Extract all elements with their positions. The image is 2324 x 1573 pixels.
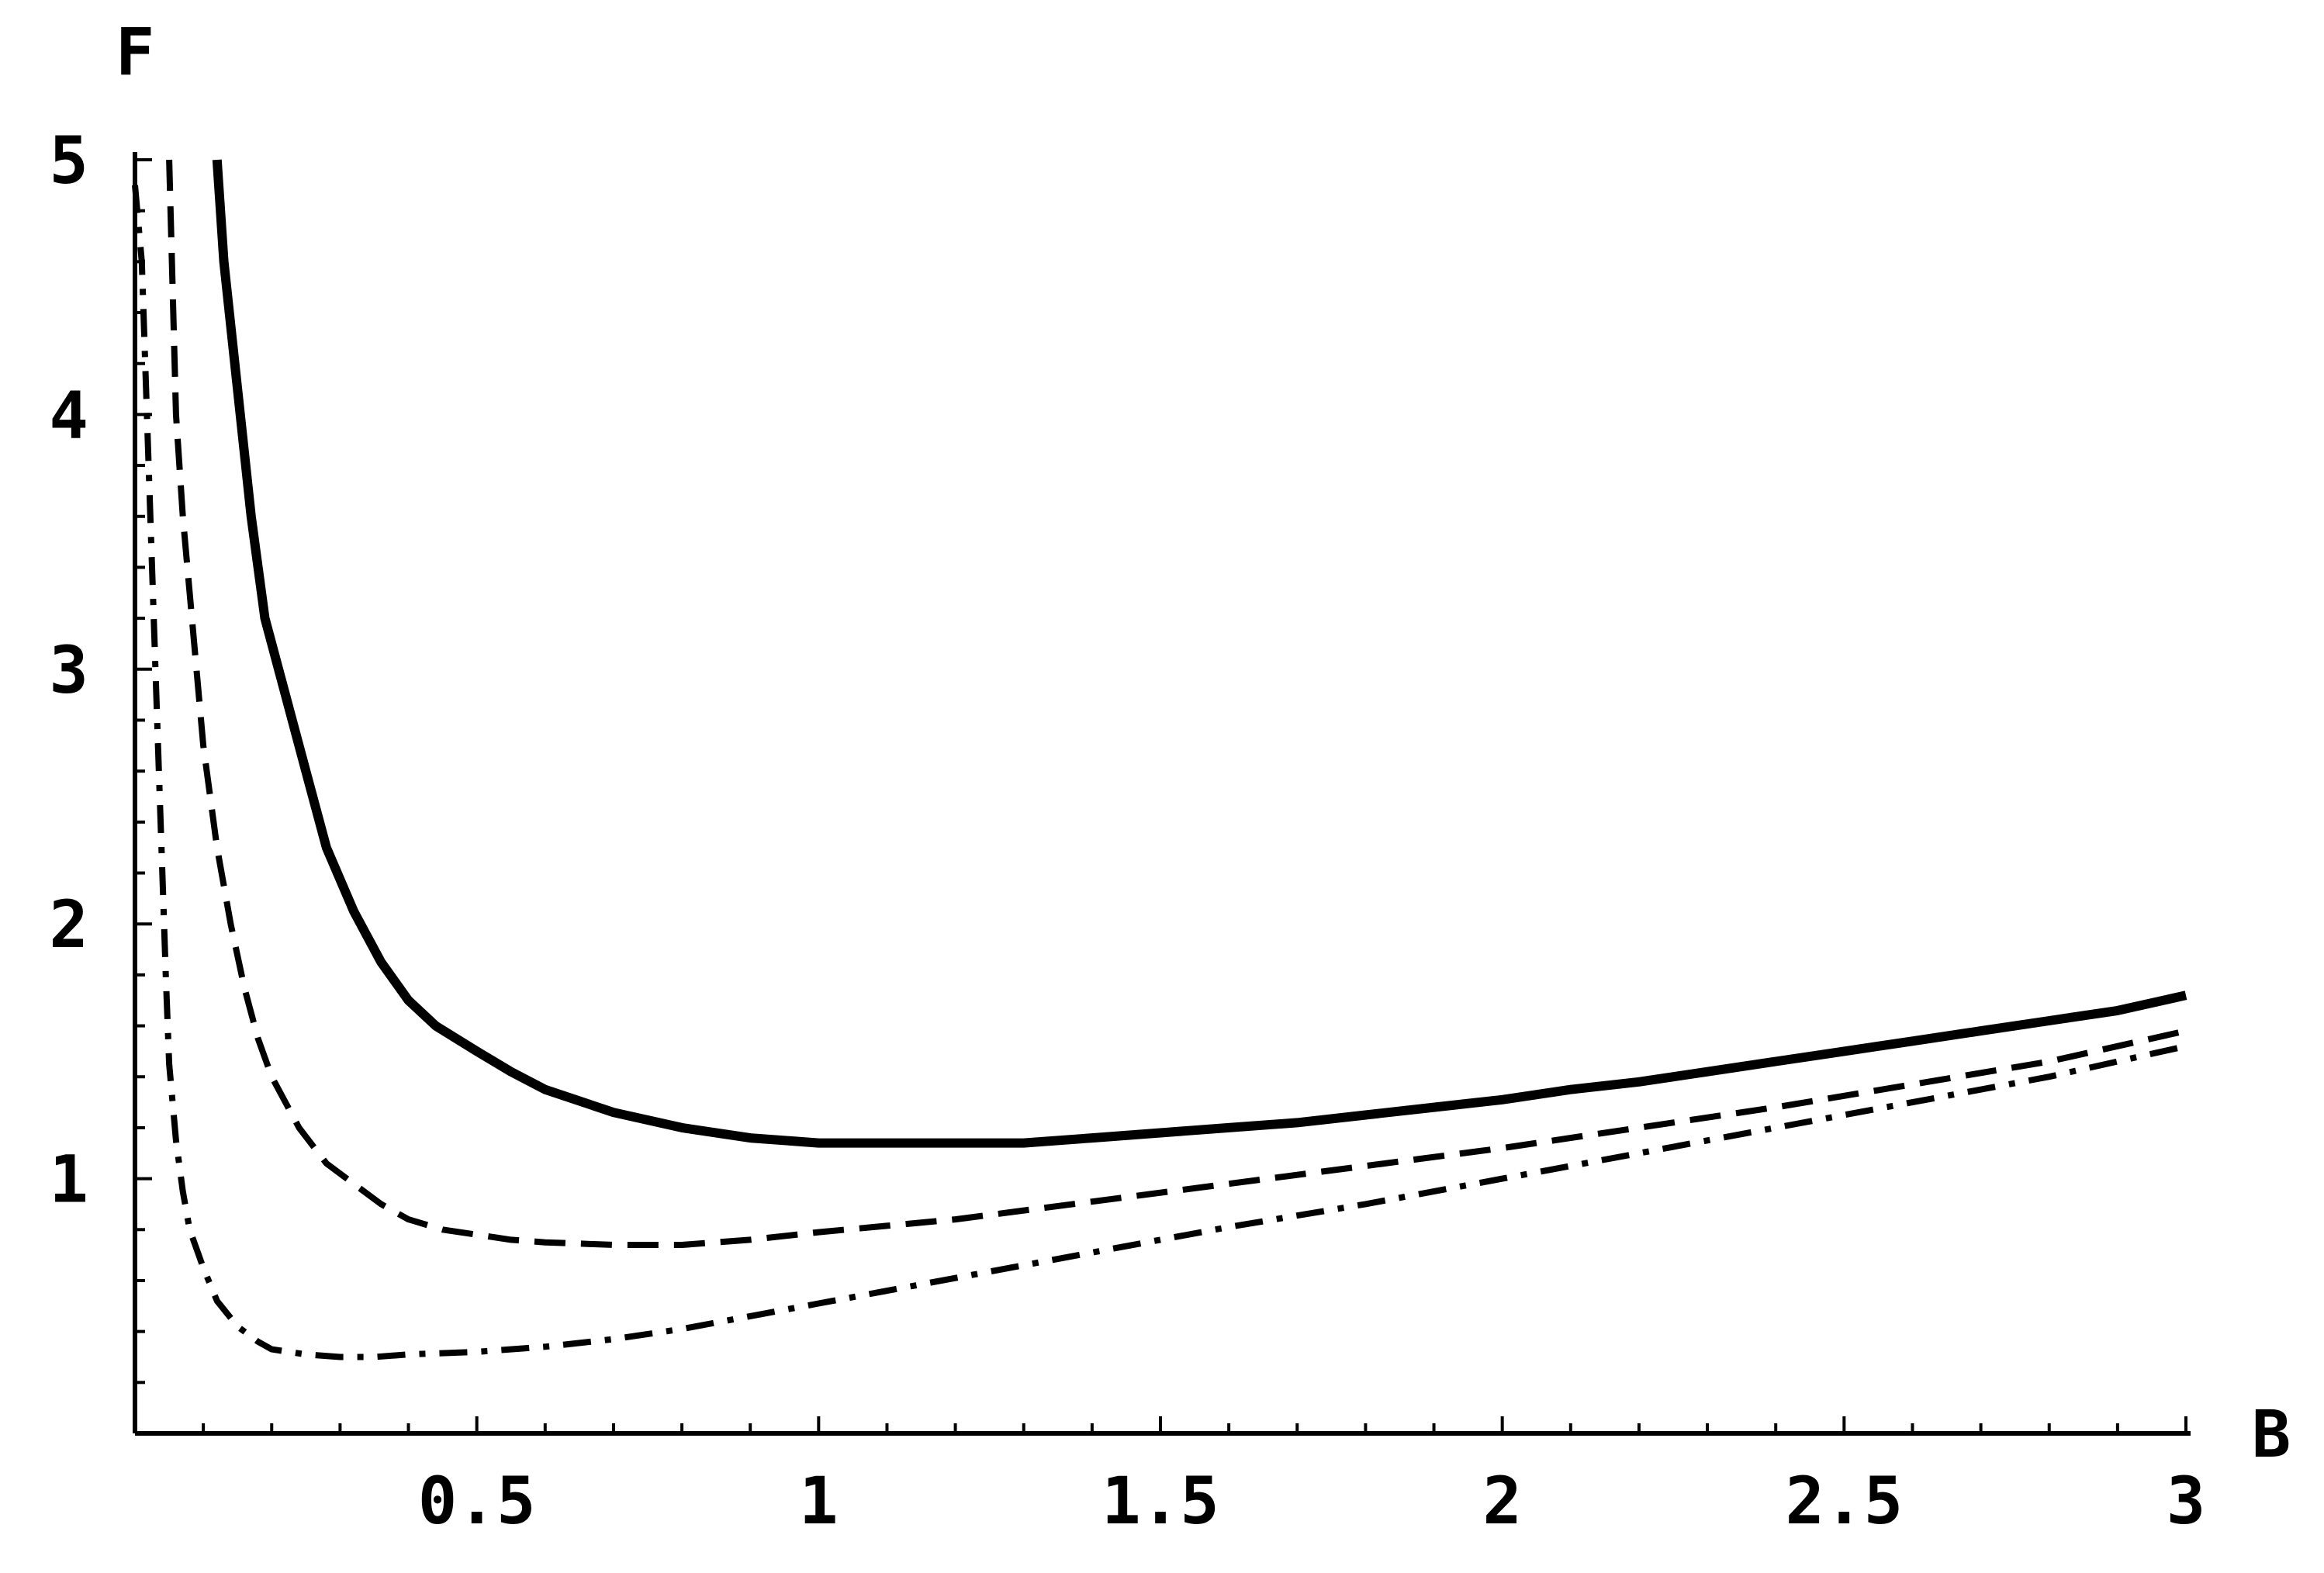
- x-tick-label: 3: [2167, 1463, 2206, 1539]
- x-tick-label: 1.5: [1101, 1463, 1219, 1539]
- y-tick-label: 3: [49, 632, 88, 708]
- x-tick-label: 2: [1482, 1463, 1522, 1539]
- y-tick-label: 1: [49, 1142, 88, 1218]
- y-tick-label: 4: [49, 377, 88, 453]
- series-line-solid: [212, 159, 2187, 1148]
- x-tick-label: 2.5: [1785, 1463, 1903, 1539]
- y-tick-label: 2: [49, 887, 88, 963]
- x-tick-label: 0.5: [418, 1463, 536, 1539]
- y-tick-label: 5: [49, 123, 88, 199]
- y-axis-title: F: [116, 14, 155, 90]
- x-tick-label: 1: [799, 1463, 839, 1539]
- series-layer: [132, 159, 2187, 1360]
- series-line-dashdot: [132, 185, 2187, 1360]
- ticks: 0.5 1 1.5 2 2.5 3 1 2 3 4 5: [49, 123, 2205, 1539]
- series-line-dashed: [166, 159, 2187, 1248]
- x-axis-title: B: [2252, 1396, 2291, 1472]
- axes: [133, 152, 2191, 1436]
